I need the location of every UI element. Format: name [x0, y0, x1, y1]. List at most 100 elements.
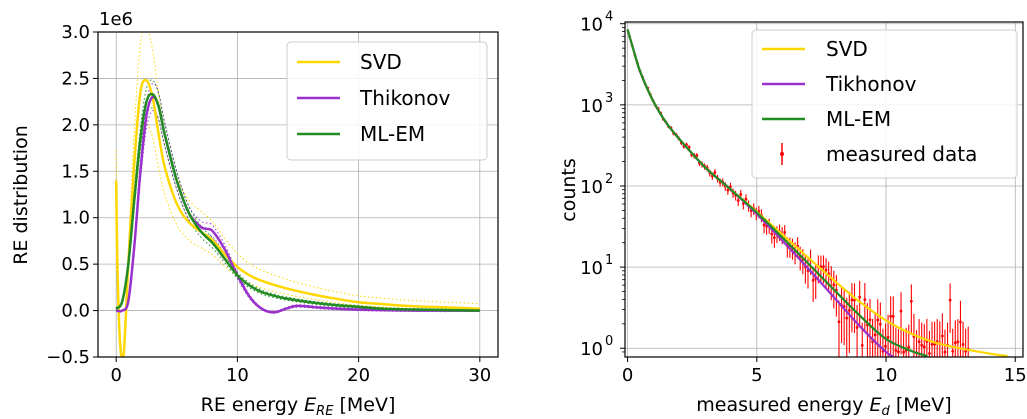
right-x-tick-label: 5: [751, 365, 762, 386]
measured-point: [878, 322, 882, 326]
right-y-tick-label: 10: [580, 258, 603, 279]
measured-point: [891, 315, 895, 318]
right-legend-label: Tikhonov: [825, 72, 917, 96]
right-x-tick-label: 15: [1004, 365, 1027, 386]
left-x-tick-label: 10: [226, 365, 249, 386]
measured-point: [928, 352, 931, 355]
right-y-tick-exponent: 2: [605, 172, 613, 187]
left-y-tick-label: 3.0: [61, 22, 90, 43]
right-x-axis-label: measured energy Ed [MeV]: [696, 394, 951, 419]
measured-point: [961, 343, 965, 346]
measured-point: [930, 343, 934, 346]
left-chart: 0 10 20 30 −0.5 0.0 0.5 1.0 1.5 2.0 2.5 3.0 1e6 RE…: [10, 9, 499, 419]
measured-point: [847, 308, 851, 312]
left-offset-text: 1e6: [99, 9, 133, 30]
left-y-tick-label: 2.0: [61, 115, 90, 136]
measured-point: [736, 199, 740, 202]
measured-point: [922, 345, 926, 349]
measured-point: [899, 309, 903, 313]
measured-point: [845, 316, 849, 320]
measured-point: [744, 197, 748, 201]
measured-point: [884, 344, 887, 348]
measured-point: [868, 318, 872, 322]
left-legend-label: Thikonov: [359, 86, 450, 110]
right-legend-label: ML-EM: [826, 107, 891, 131]
left-legend-box: [286, 41, 488, 161]
right-legend-box: [751, 29, 1018, 179]
left-x-axis-label: RE energy ERE [MeV]: [201, 394, 396, 419]
left-x-label-subscript: RE: [316, 404, 334, 419]
left-series-line-2: [115, 92, 480, 312]
measured-point: [909, 299, 913, 303]
measured-point: [940, 334, 944, 338]
left-y-ticks: −0.5 0.0 0.5 1.0 1.5 2.0 2.5 3.0: [46, 22, 98, 368]
left-x-label-text: RE energy: [201, 394, 298, 416]
right-legend-label: measured data: [826, 142, 977, 166]
measured-point: [822, 265, 825, 269]
right-y-axis-label: counts: [558, 158, 580, 222]
measured-point: [855, 326, 859, 329]
right-legend-marker: [780, 152, 784, 156]
left-axes-frame: [97, 31, 499, 358]
measured-point: [951, 349, 955, 353]
measured-point: [832, 283, 836, 287]
left-y-tick-label: 1.0: [61, 208, 90, 229]
right-y-tick-label: 10: [580, 15, 603, 36]
right-legend-label: SVD: [826, 37, 868, 61]
right-x-ticks: 0 5 10 15: [622, 357, 1027, 386]
measured-point: [837, 320, 841, 324]
left-x-label-unit: [MeV]: [339, 394, 395, 416]
measured-point: [873, 333, 877, 337]
measured-point: [739, 192, 743, 196]
measured-point: [886, 335, 890, 339]
measured-point: [772, 236, 776, 240]
measured-point: [907, 345, 911, 349]
measured-point: [897, 350, 900, 354]
measured-point: [894, 348, 898, 352]
right-x-label-text: measured energy: [696, 394, 863, 416]
measured-point: [889, 314, 893, 318]
left-x-tick-label: 20: [347, 365, 370, 386]
left-y-tick-label: −0.5: [46, 347, 90, 368]
right-y-tick-exponent: 4: [605, 10, 613, 25]
measured-point: [770, 232, 774, 236]
right-series-lines: [626, 29, 1008, 357]
measured-point: [726, 188, 730, 192]
left-y-tick-label: 1.5: [61, 161, 90, 182]
measured-point: [902, 350, 905, 354]
left-x-label-symbol: E: [304, 394, 316, 416]
left-x-ticks: 0 10 20 30: [110, 357, 491, 386]
right-x-label-symbol: E: [869, 394, 881, 416]
measured-point: [876, 318, 880, 322]
measured-point: [920, 343, 924, 347]
right-y-tick-exponent: 0: [605, 334, 613, 349]
right-y-tick-label: 10: [580, 177, 603, 198]
measured-point: [824, 268, 828, 272]
measured-point: [956, 340, 960, 344]
measured-point: [943, 350, 947, 354]
left-legend-label: SVD: [360, 50, 402, 74]
right-y-tick-label: 10: [580, 96, 603, 117]
left-y-tick-label: 0.5: [61, 254, 90, 275]
left-series-lines: [114, 78, 480, 357]
left-x-tick-label: 0: [110, 365, 121, 386]
right-x-tick-label: 0: [622, 365, 633, 386]
right-x-tick-label: 10: [875, 365, 898, 386]
left-legend: SVD Thikonov ML-EM: [286, 41, 488, 161]
measured-point: [762, 223, 766, 227]
measured-point: [850, 298, 854, 302]
left-x-tick-label: 30: [468, 365, 491, 386]
measured-point: [959, 320, 962, 324]
left-y-tick-label: 2.5: [61, 68, 90, 89]
right-y-tick-label: 10: [580, 339, 603, 360]
measured-point: [783, 231, 787, 234]
measured-point: [863, 298, 867, 302]
left-series-line-1: [116, 95, 480, 314]
left-band-upper-2: [115, 79, 480, 311]
measured-point: [860, 343, 864, 347]
right-y-tick-exponent: 3: [605, 91, 613, 106]
right-series-line-2: [626, 29, 928, 357]
